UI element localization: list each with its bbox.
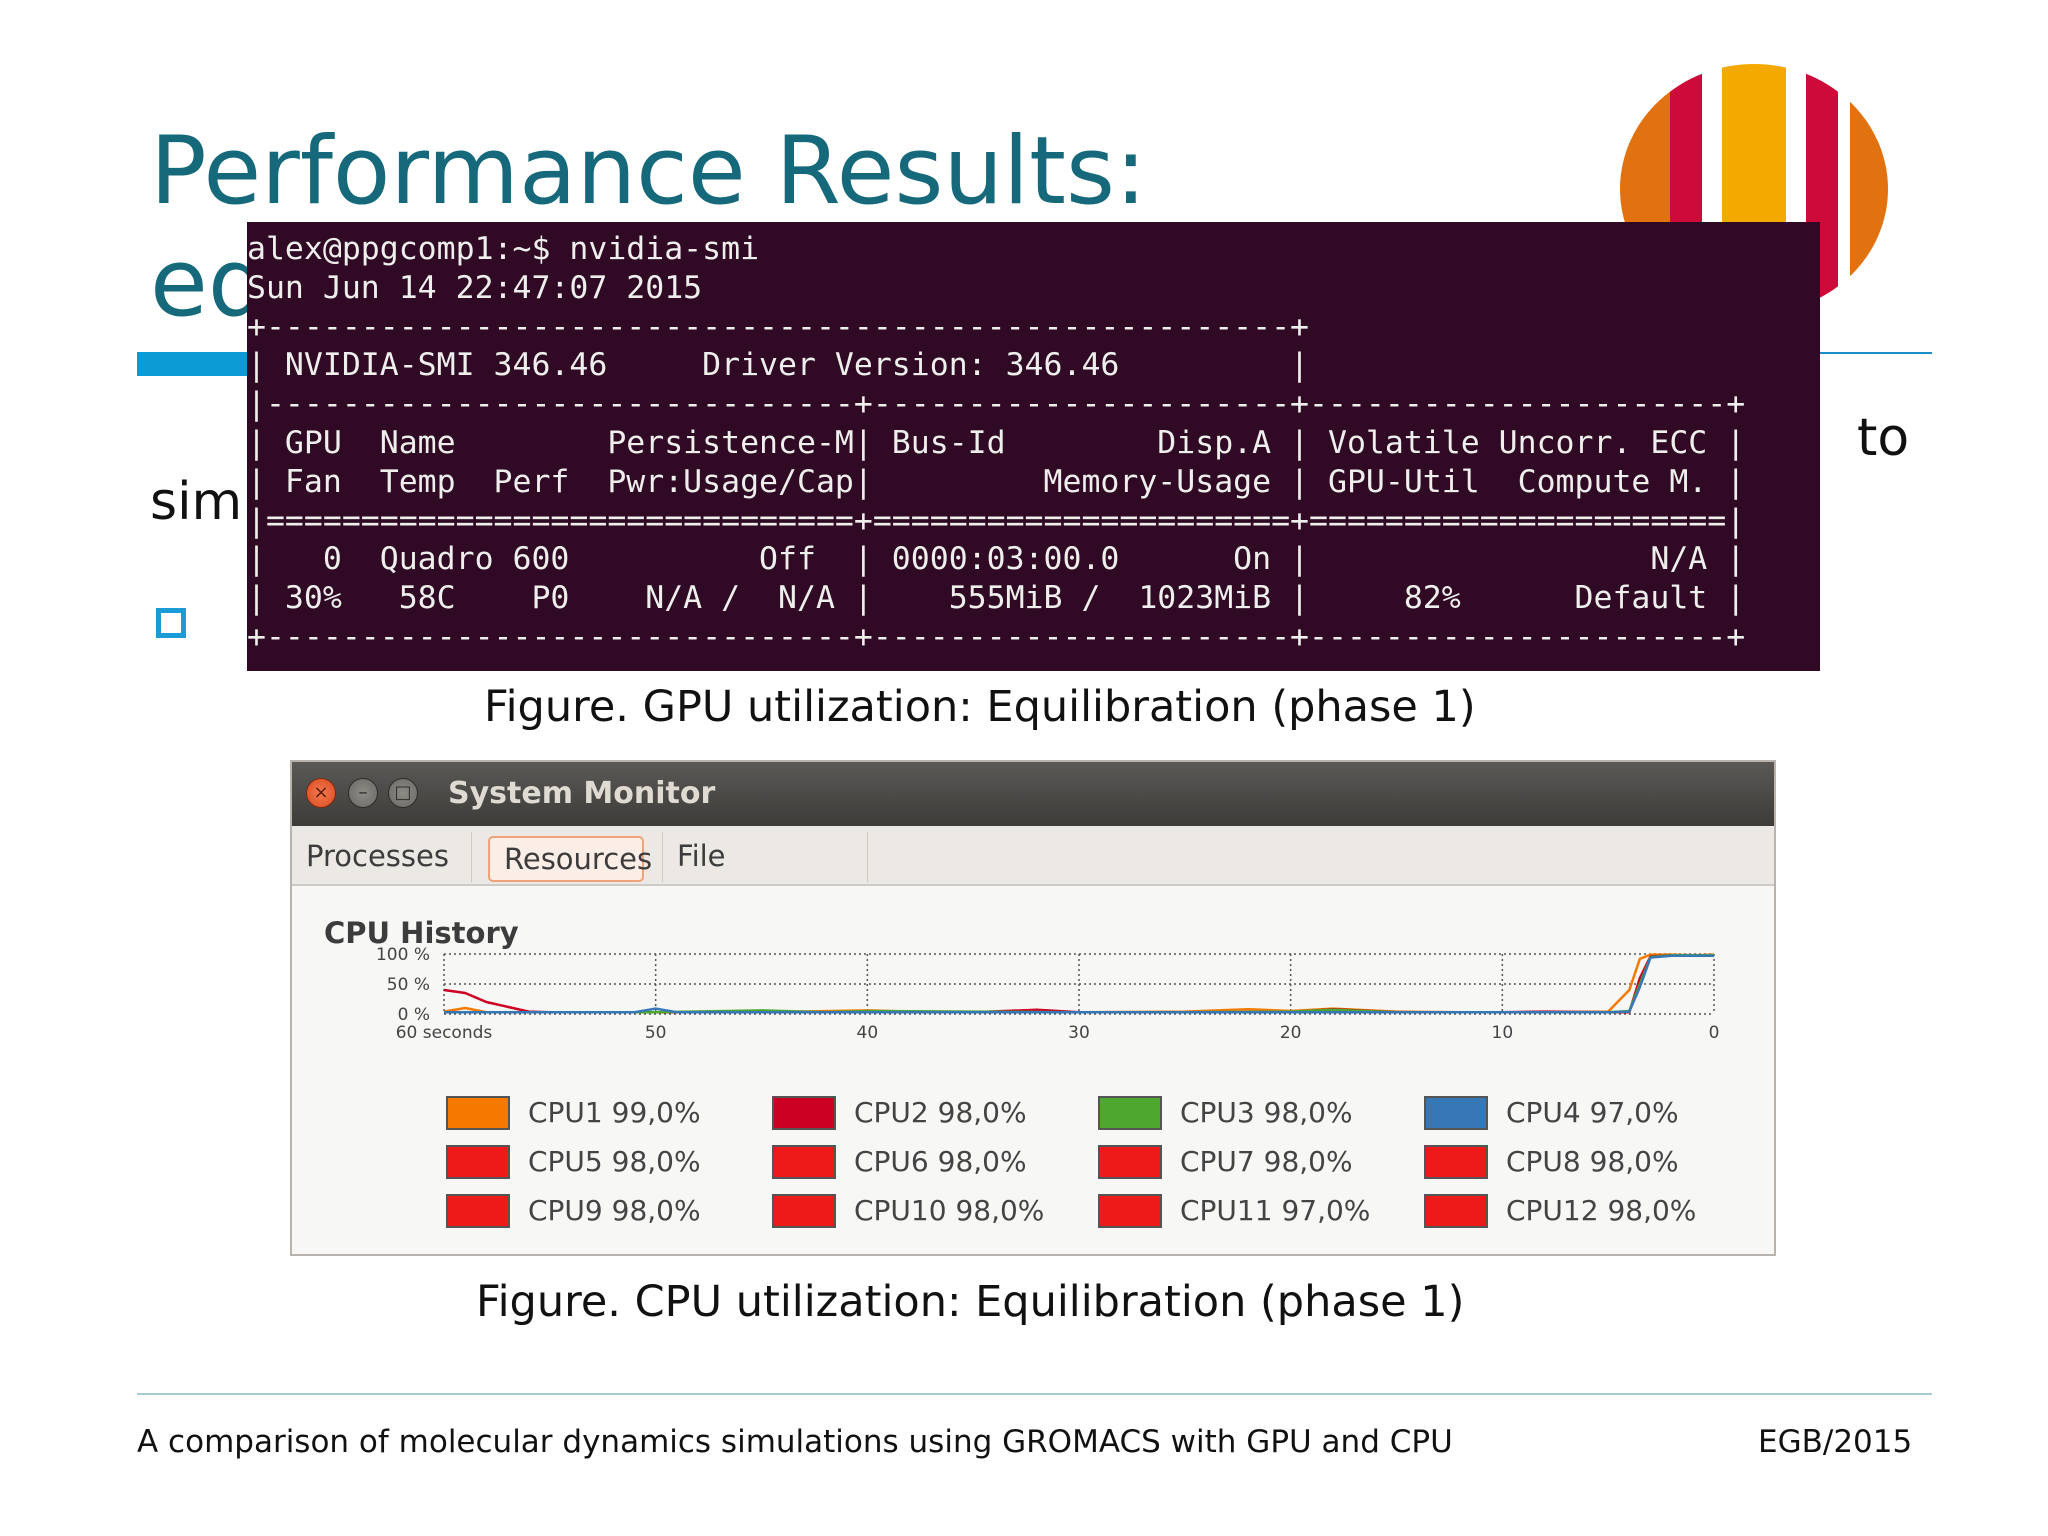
color-swatch-button[interactable] <box>1098 1096 1162 1130</box>
terminal-line: | Fan Temp Perf Pwr:Usage/Cap| Memory-Us… <box>247 463 1746 500</box>
x-tick-label: 60 seconds <box>396 1023 493 1043</box>
y-tick-label: 0 % <box>398 1005 430 1025</box>
color-swatch-button[interactable] <box>772 1194 836 1228</box>
nvidia-smi-terminal: alex@ppgcomp1:~$ nvidia-smi Sun Jun 14 22… <box>247 222 1820 671</box>
legend-label: CPU6 98,0% <box>854 1145 1027 1178</box>
x-tick-label: 40 <box>857 1023 879 1043</box>
x-tick-label: 50 <box>645 1023 667 1043</box>
terminal-line: | GPU Name Persistence-M| Bus-Id Disp.A … <box>247 424 1746 461</box>
footer-title: A comparison of molecular dynamics simul… <box>137 1424 1453 1460</box>
y-tick-label: 100 % <box>376 946 430 965</box>
window-close-icon[interactable]: × <box>306 778 336 808</box>
color-swatch-button[interactable] <box>1098 1145 1162 1179</box>
terminal-line: | 0 Quadro 600 Off | 0000:03:00.0 On | N… <box>247 541 1746 578</box>
legend-item-cpu11: CPU11 97,0% <box>1098 1194 1418 1234</box>
legend-item-cpu8: CPU8 98,0% <box>1424 1145 1744 1185</box>
color-swatch-button[interactable] <box>1424 1096 1488 1130</box>
window-maximize-icon[interactable]: □ <box>388 778 418 808</box>
system-monitor-window: × – □ System Monitor Processes Resources… <box>290 760 1776 1256</box>
legend-item-cpu3: CPU3 98,0% <box>1098 1096 1418 1136</box>
y-tick-label: 50 % <box>387 975 430 995</box>
legend-item-cpu5: CPU5 98,0% <box>446 1145 766 1185</box>
cpu-legend: CPU1 99,0% CPU2 98,0% CPU3 98,0% CPU4 97,0%… <box>292 886 1774 1254</box>
legend-item-cpu6: CPU6 98,0% <box>772 1145 1092 1185</box>
terminal-line: | NVIDIA-SMI 346.46 Driver Version: 346.… <box>247 347 1310 384</box>
color-swatch-button[interactable] <box>446 1096 510 1130</box>
legend-item-cpu9: CPU9 98,0% <box>446 1194 766 1234</box>
legend-label: CPU1 99,0% <box>528 1096 701 1129</box>
color-swatch-button[interactable] <box>1098 1194 1162 1228</box>
terminal-line: +---------------------------------------… <box>247 308 1310 345</box>
legend-label: CPU4 97,0% <box>1506 1096 1679 1129</box>
x-tick-label: 30 <box>1068 1023 1090 1043</box>
legend-label: CPU3 98,0% <box>1180 1096 1353 1129</box>
color-swatch-button[interactable] <box>1424 1145 1488 1179</box>
tab-processes[interactable]: Processes <box>292 832 472 882</box>
terminal-line: |-------------------------------+-------… <box>247 386 1746 423</box>
legend-item-cpu1: CPU1 99,0% <box>446 1096 766 1136</box>
x-tick-label: 10 <box>1492 1023 1514 1043</box>
footer-divider-line <box>137 1393 1932 1395</box>
color-swatch-button[interactable] <box>446 1194 510 1228</box>
legend-label: CPU12 98,0% <box>1506 1194 1697 1227</box>
legend-label: CPU7 98,0% <box>1180 1145 1353 1178</box>
x-tick-label: 0 <box>1709 1023 1720 1043</box>
legend-item-cpu4: CPU4 97,0% <box>1424 1096 1744 1136</box>
terminal-line: alex@ppgcomp1:~$ nvidia-smi <box>247 231 760 267</box>
terminal-line: |===============================+=======… <box>247 502 1746 539</box>
legend-item-cpu10: CPU10 98,0% <box>772 1194 1092 1234</box>
legend-label: CPU9 98,0% <box>528 1194 701 1227</box>
gpu-figure-caption: Figure. GPU utilization: Equilibration (… <box>484 682 1476 732</box>
tab-resources[interactable]: Resources <box>488 836 652 882</box>
tab-file-systems[interactable]: File Systems <box>662 832 868 921</box>
window-title: System Monitor <box>448 776 716 811</box>
title-accent-bar <box>137 352 247 376</box>
legend-label: CPU11 97,0% <box>1180 1194 1371 1227</box>
body-text-fragment-left: sim <box>150 472 243 532</box>
cpu-history-heading: CPU History <box>324 916 519 950</box>
series-line-cpu4 <box>444 954 1714 1014</box>
cpu-history-chart: 100 % 50 % 0 %60 seconds 50 40 30 20 10 0 <box>376 946 1720 1043</box>
slide-title: Performance Results: eq <box>150 117 1147 338</box>
legend-label: CPU5 98,0% <box>528 1145 701 1178</box>
legend-label: CPU8 98,0% <box>1506 1145 1679 1178</box>
legend-item-cpu12: CPU12 98,0% <box>1424 1194 1744 1234</box>
footer-author-year: EGB/2015 <box>1758 1424 1913 1460</box>
color-swatch-button[interactable] <box>772 1145 836 1179</box>
legend-label: CPU2 98,0% <box>854 1096 1027 1129</box>
color-swatch-button[interactable] <box>446 1145 510 1179</box>
legend-item-cpu7: CPU7 98,0% <box>1098 1145 1418 1185</box>
window-minimize-icon[interactable]: – <box>348 778 378 808</box>
tab-bar: Processes Resources File Systems <box>292 826 1774 921</box>
cpu-figure-caption: Figure. CPU utilization: Equilibration (… <box>476 1277 1465 1327</box>
color-swatch-button[interactable] <box>772 1096 836 1130</box>
x-tick-label: 20 <box>1280 1023 1302 1043</box>
resources-panel: CPU History 100 % 50 % 0 % 60 seconds 50 40 30… <box>292 886 1774 1254</box>
color-swatch-button[interactable] <box>1424 1194 1488 1228</box>
terminal-line: Sun Jun 14 22:47:07 2015 <box>247 269 703 306</box>
legend-item-cpu2: CPU2 98,0% <box>772 1096 1092 1136</box>
window-titlebar[interactable]: × – □ System Monitor <box>292 762 1774 826</box>
bullet-square-icon <box>156 608 186 638</box>
terminal-line: +-------------------------------+-------… <box>247 618 1746 655</box>
terminal-line: | 30% 58C P0 N/A / N/A | 555MiB / 1023Mi… <box>247 580 1746 617</box>
legend-label: CPU10 98,0% <box>854 1194 1045 1227</box>
terminal-output: alex@ppgcomp1:~$ nvidia-smi Sun Jun 14 22… <box>247 230 1745 657</box>
